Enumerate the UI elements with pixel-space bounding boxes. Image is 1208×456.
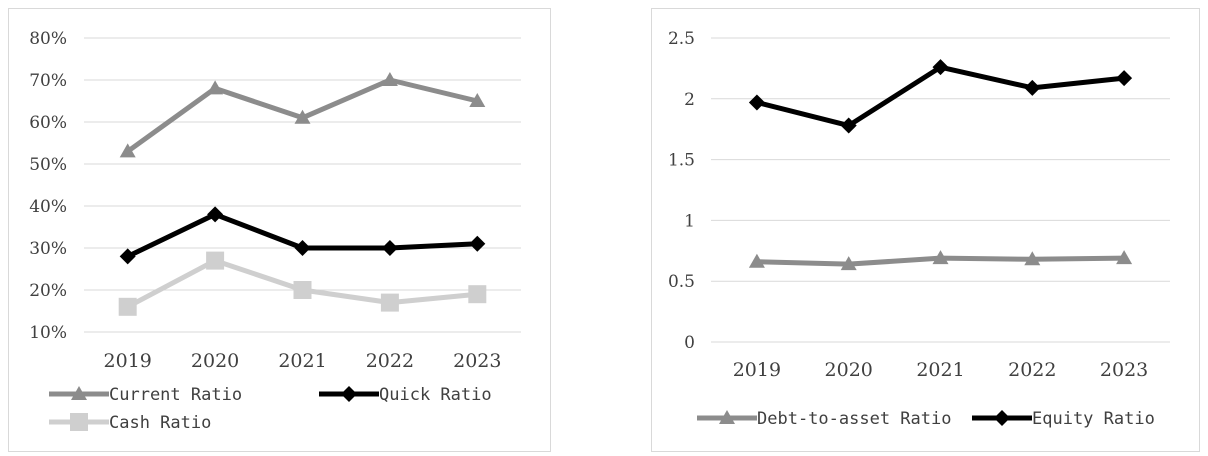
legend-label: Debt-to-asset Ratio [757, 409, 951, 429]
y-tick-label: 1.5 [668, 151, 695, 171]
legend-marker-debt-to-asset-ratio [719, 410, 735, 424]
data-point-current-ratio [381, 72, 398, 86]
leverage-ratio-chart: 0 0.5 1 1.5 2 2.5 2019 2020 2021 2022 2023 Debt-to-… [668, 29, 1170, 429]
y-tick-label: 2.5 [668, 29, 695, 49]
y-tick-label: 50% [29, 155, 67, 175]
data-point-equity-ratio [1116, 70, 1133, 87]
data-point-equity-ratio [748, 94, 765, 111]
x-tick-label: 2019 [733, 359, 781, 381]
y-tick-label: 40% [29, 197, 67, 217]
y-tick-label: 0 [684, 333, 695, 353]
y-tick-label: 20% [29, 281, 67, 301]
x-tick-label: 2023 [453, 350, 501, 372]
legend-label: Current Ratio [109, 385, 242, 405]
x-tick-label: 2019 [104, 350, 152, 372]
y-tick-label: 2 [684, 90, 695, 110]
data-point-quick-ratio [469, 235, 486, 252]
data-point-cash-ratio [206, 251, 225, 270]
chart-panel-leverage: 0 0.5 1 1.5 2 2.5 2019 2020 2021 2022 2023 Debt-to-… [651, 8, 1200, 452]
data-point-cash-ratio [293, 281, 312, 299]
y-tick-label: 80% [29, 29, 67, 49]
legend-label: Quick Ratio [379, 385, 492, 405]
legend-marker-quick-ratio [341, 386, 357, 402]
y-tick-label: 0.5 [668, 272, 695, 292]
data-point-debt-to-asset-ratio [1116, 250, 1133, 265]
data-point-quick-ratio [294, 240, 311, 256]
data-point-quick-ratio [119, 248, 136, 265]
y-tick-label: 70% [29, 71, 67, 91]
chart-panel-liquidity: 10% 20% 30% 40% 50% 60% 70% 80% 2019 2020 2021 2022… [8, 8, 551, 452]
x-tick-label: 2021 [278, 350, 326, 372]
x-tick-label: 2021 [916, 359, 964, 381]
liquidity-ratio-chart: 10% 20% 30% 40% 50% 60% 70% 80% 2019 2020 2021 2022… [29, 29, 521, 433]
legend-marker-equity-ratio [994, 410, 1010, 426]
data-point-debt-to-asset-ratio [840, 256, 857, 271]
data-point-cash-ratio [468, 285, 487, 304]
data-point-debt-to-asset-ratio [932, 250, 949, 265]
y-tick-label: 60% [29, 113, 67, 133]
data-point-quick-ratio [207, 206, 224, 223]
data-point-current-ratio [469, 93, 486, 107]
data-point-current-ratio [207, 80, 224, 95]
data-point-current-ratio [294, 109, 311, 124]
legend-marker-cash-ratio [70, 413, 88, 431]
series-line-equity-ratio [756, 64, 1125, 129]
x-tick-label: 2022 [1008, 359, 1056, 381]
data-point-quick-ratio [381, 240, 398, 256]
x-tick-label: 2022 [366, 350, 414, 372]
data-point-equity-ratio [840, 117, 857, 134]
legend-label: Cash Ratio [109, 413, 211, 433]
x-tick-label: 2020 [191, 350, 239, 372]
data-point-equity-ratio [1024, 79, 1041, 96]
data-point-current-ratio [119, 143, 136, 158]
x-tick-label: 2020 [825, 359, 873, 381]
legend-label: Equity Ratio [1032, 409, 1155, 429]
data-point-debt-to-asset-ratio [748, 253, 765, 268]
data-point-cash-ratio [380, 293, 399, 312]
data-point-debt-to-asset-ratio [1024, 251, 1041, 266]
x-tick-label: 2023 [1100, 359, 1148, 381]
y-tick-label: 10% [29, 323, 67, 343]
y-tick-label: 30% [29, 239, 67, 259]
legend-marker-current-ratio [71, 386, 87, 400]
data-point-cash-ratio [118, 297, 137, 316]
y-tick-label: 1 [684, 211, 695, 231]
data-point-equity-ratio [932, 59, 949, 76]
